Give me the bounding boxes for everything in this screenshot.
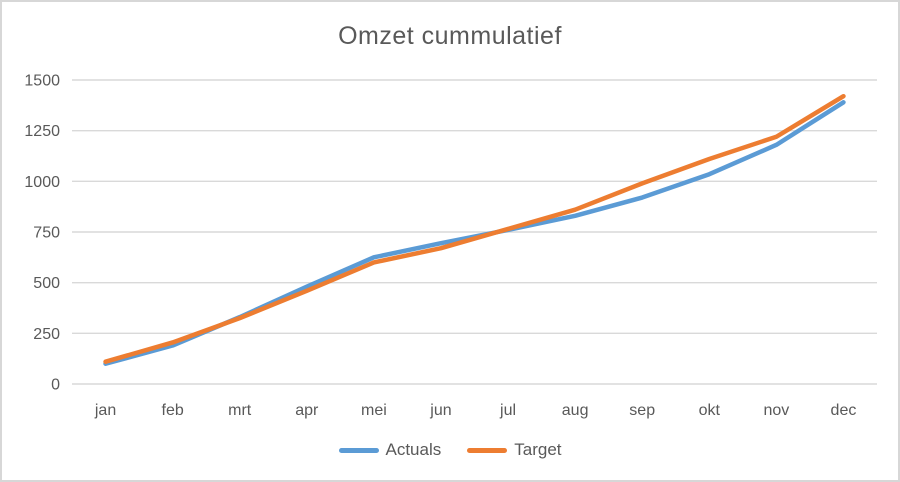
x-axis-tick-label: okt xyxy=(699,402,721,419)
x-axis-tick-label: nov xyxy=(763,402,789,419)
y-axis-tick-label: 0 xyxy=(51,377,60,394)
legend-label: Target xyxy=(514,440,562,459)
legend-item-actuals: Actuals xyxy=(338,440,442,460)
y-axis-tick-label: 1250 xyxy=(24,123,60,140)
y-axis-tick-label: 750 xyxy=(33,225,60,242)
x-axis-tick-label: mei xyxy=(361,402,387,419)
legend-label: Actuals xyxy=(385,440,442,459)
x-axis-tick-label: feb xyxy=(162,402,184,419)
x-axis-tick-label: mrt xyxy=(228,402,252,419)
y-axis-tick-label: 500 xyxy=(33,275,60,292)
legend: Actuals Target xyxy=(2,440,898,460)
chart-title: Omzet cummulatief xyxy=(338,22,562,50)
x-axis-tick-label: apr xyxy=(295,402,319,419)
x-axis-tick-label: jun xyxy=(429,402,451,419)
x-axis-tick-label: dec xyxy=(831,402,857,419)
y-axis-tick-label: 1500 xyxy=(24,73,60,90)
plot-area: 0 250 500 750 1000 1250 1500 jan feb mrt apr mei jun… xyxy=(24,73,877,419)
x-axis-tick-label: jul xyxy=(499,402,516,419)
y-axis-tick-label: 250 xyxy=(33,326,60,343)
x-axis-tick-label: aug xyxy=(562,402,589,419)
actuals-legend-swatch-icon xyxy=(338,447,379,453)
target-legend-swatch-icon xyxy=(467,447,508,453)
y-axis-tick-label: 1000 xyxy=(24,174,60,191)
x-axis-tick-label: jan xyxy=(94,402,116,419)
target-series-line xyxy=(103,93,846,364)
legend-item-target: Target xyxy=(467,440,562,460)
x-axis-tick-label: sep xyxy=(629,402,655,419)
